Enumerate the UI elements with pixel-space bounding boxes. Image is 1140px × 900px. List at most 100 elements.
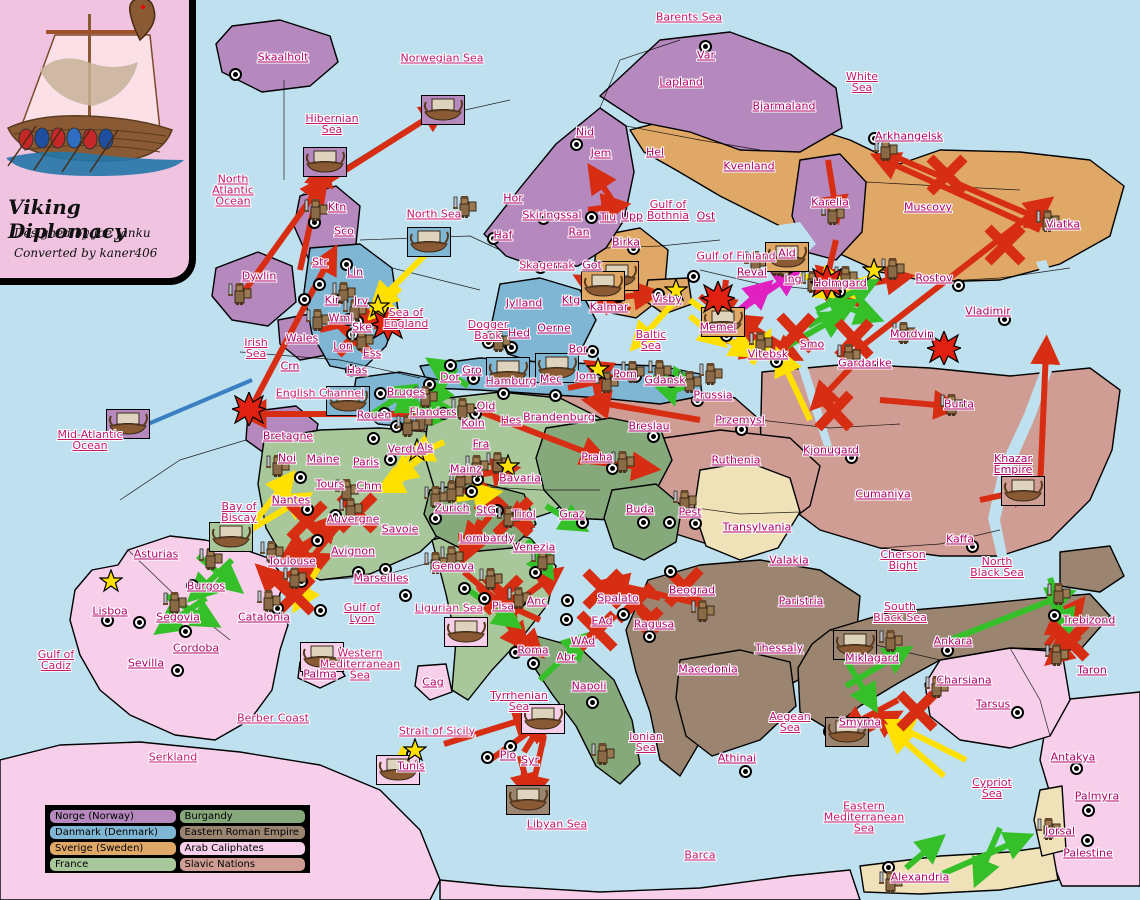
army-unit[interactable]: [748, 332, 774, 354]
supply-center-dot[interactable]: [1011, 706, 1024, 719]
supply-center-dot[interactable]: [352, 566, 365, 579]
fleet-unit[interactable]: [833, 630, 877, 660]
supply-center-dot[interactable]: [444, 359, 457, 372]
army-unit[interactable]: [1036, 818, 1062, 840]
fleet-unit[interactable]: [106, 409, 150, 439]
legend-item-sverige-sweden[interactable]: Sverige (Sweden): [49, 841, 177, 856]
supply-center-dot[interactable]: [186, 579, 199, 592]
army-unit[interactable]: [464, 455, 490, 477]
supply-center-dot[interactable]: [643, 630, 656, 643]
fleet-unit[interactable]: [326, 386, 370, 416]
army-unit[interactable]: [162, 592, 188, 614]
supply-center-dot[interactable]: [699, 40, 712, 53]
supply-center-dot[interactable]: [481, 751, 494, 764]
fleet-unit[interactable]: [376, 755, 420, 785]
army-unit[interactable]: [690, 600, 716, 622]
army-unit[interactable]: [880, 258, 906, 280]
supply-center-dot[interactable]: [399, 589, 412, 602]
fleet-unit[interactable]: [444, 617, 488, 647]
supply-center-dot[interactable]: [585, 211, 598, 224]
army-unit[interactable]: [594, 371, 620, 393]
supply-center-dot[interactable]: [689, 517, 702, 530]
fleet-unit[interactable]: [1001, 476, 1045, 506]
supply-center-dot[interactable]: [497, 387, 510, 400]
army-unit[interactable]: [891, 322, 917, 344]
fleet-unit[interactable]: [486, 357, 530, 387]
legend-item-norge-norway[interactable]: Norge (Norway): [49, 809, 177, 824]
supply-center-dot[interactable]: [691, 394, 704, 407]
army-unit[interactable]: [303, 199, 329, 221]
legend-item-eastern-roman-empire[interactable]: Eastern Roman Empire: [178, 825, 306, 840]
supply-center-dot[interactable]: [534, 261, 547, 274]
supply-center-dot[interactable]: [437, 407, 450, 420]
supply-center-dot[interactable]: [367, 432, 380, 445]
supply-center-dot[interactable]: [647, 430, 660, 443]
supply-center-dot[interactable]: [384, 453, 397, 466]
army-unit[interactable]: [1046, 583, 1072, 605]
supply-center-dot[interactable]: [560, 613, 573, 626]
army-unit[interactable]: [349, 329, 375, 351]
fleet-unit[interactable]: [701, 307, 745, 337]
supply-center-dot[interactable]: [487, 232, 500, 245]
army-unit[interactable]: [259, 541, 285, 563]
fleet-unit[interactable]: [300, 642, 344, 672]
army-unit[interactable]: [423, 486, 449, 508]
army-unit[interactable]: [590, 743, 616, 765]
supply-center-dot[interactable]: [345, 364, 358, 377]
supply-center-dot[interactable]: [465, 485, 478, 498]
supply-center-dot[interactable]: [966, 540, 979, 553]
supply-center-dot[interactable]: [663, 516, 676, 529]
army-unit[interactable]: [620, 361, 646, 383]
army-unit[interactable]: [439, 546, 465, 568]
fleet-unit[interactable]: [535, 353, 579, 383]
supply-center-dot[interactable]: [467, 372, 480, 385]
fleet-unit[interactable]: [825, 717, 869, 747]
supply-center-dot[interactable]: [294, 471, 307, 484]
army-unit[interactable]: [227, 283, 253, 305]
supply-center-dot[interactable]: [298, 293, 311, 306]
army-unit[interactable]: [1035, 210, 1061, 232]
army-unit[interactable]: [496, 506, 522, 528]
supply-center-dot[interactable]: [229, 68, 242, 81]
army-unit[interactable]: [939, 394, 965, 416]
supply-center-dot[interactable]: [101, 614, 114, 627]
supply-center-dot[interactable]: [739, 765, 752, 778]
army-unit[interactable]: [873, 139, 899, 161]
legend-item-burgandy[interactable]: Burgandy: [178, 809, 306, 824]
supply-center-dot[interactable]: [314, 604, 327, 617]
supply-center-dot[interactable]: [570, 138, 583, 151]
supply-center-dot[interactable]: [1048, 609, 1061, 622]
supply-center-dot[interactable]: [1081, 834, 1094, 847]
army-unit[interactable]: [334, 479, 360, 501]
fleet-unit[interactable]: [521, 704, 565, 734]
army-unit[interactable]: [698, 363, 724, 385]
army-unit[interactable]: [265, 455, 291, 477]
supply-center-dot[interactable]: [329, 509, 342, 522]
supply-center-dot[interactable]: [941, 644, 954, 657]
army-unit[interactable]: [452, 196, 478, 218]
army-unit[interactable]: [610, 451, 636, 473]
supply-center-dot[interactable]: [576, 516, 589, 529]
supply-center-dot[interactable]: [458, 582, 471, 595]
army-unit[interactable]: [924, 676, 950, 698]
supply-center-dot[interactable]: [537, 212, 550, 225]
supply-center-dot[interactable]: [549, 389, 562, 402]
fleet-unit[interactable]: [407, 227, 451, 257]
army-unit[interactable]: [672, 490, 698, 512]
fleet-unit[interactable]: [421, 95, 465, 125]
supply-center-dot[interactable]: [586, 345, 599, 358]
supply-center-dot[interactable]: [735, 423, 748, 436]
army-unit[interactable]: [506, 587, 532, 609]
supply-center-dot[interactable]: [637, 516, 650, 529]
supply-center-dot[interactable]: [586, 696, 599, 709]
supply-center-dot[interactable]: [617, 608, 630, 621]
supply-center-dot[interactable]: [504, 740, 517, 753]
supply-center-dot[interactable]: [998, 313, 1011, 326]
army-unit[interactable]: [1044, 644, 1070, 666]
supply-center-dot[interactable]: [301, 503, 314, 516]
supply-center-dot[interactable]: [313, 278, 326, 291]
supply-center-dot[interactable]: [664, 565, 677, 578]
supply-center-dot[interactable]: [627, 242, 640, 255]
army-unit[interactable]: [836, 344, 862, 366]
supply-center-dot[interactable]: [340, 258, 353, 271]
